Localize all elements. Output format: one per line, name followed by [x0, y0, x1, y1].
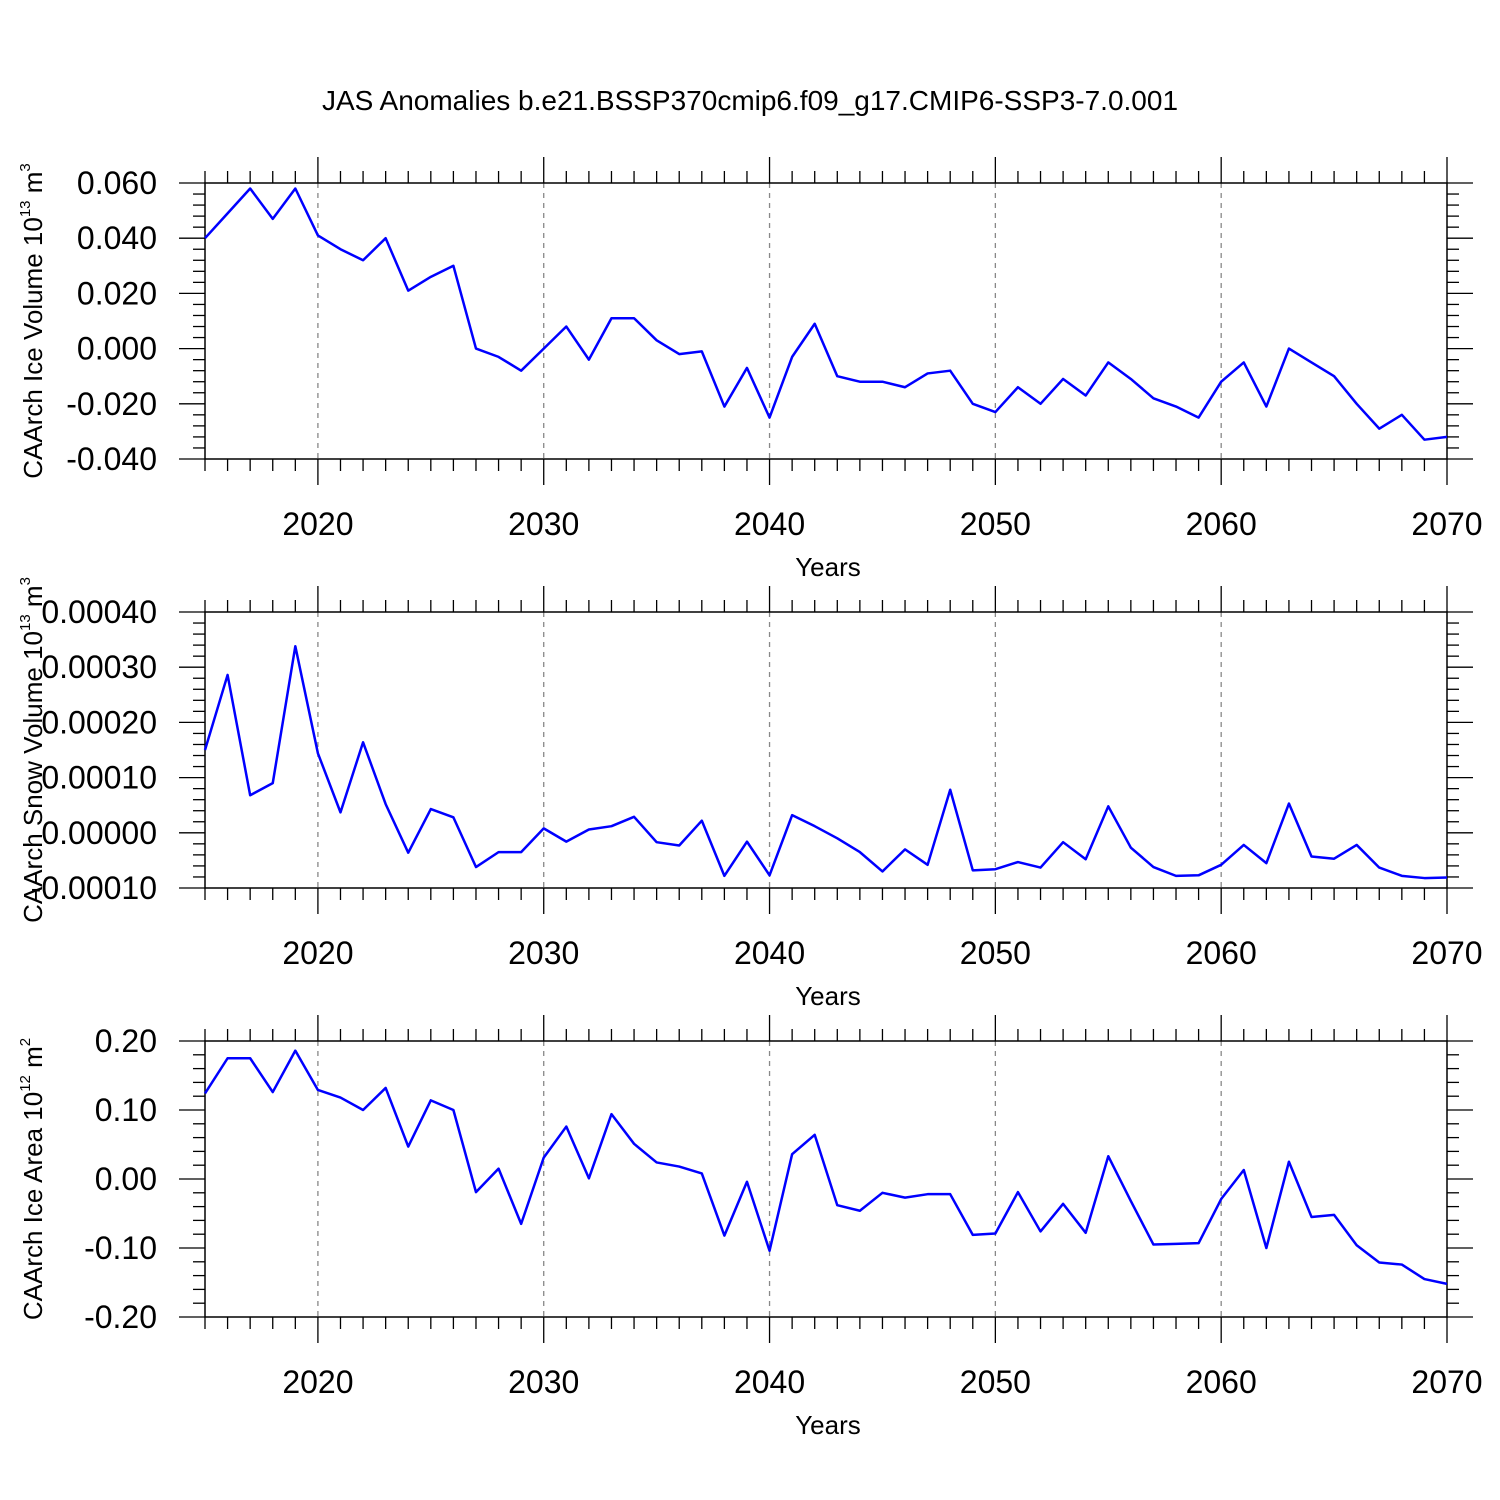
y-axis-label: CAArch Ice Volume 1013 m3: [17, 163, 48, 479]
y-axis-label-exponent: 12: [17, 1075, 34, 1092]
y-tick-label: 0.00030: [41, 649, 157, 685]
y-tick-label: 0.00000: [41, 815, 157, 851]
y-axis-label-unit: m: [18, 172, 48, 201]
y-tick-label: -0.00010: [31, 870, 157, 906]
x-tick-label-2060: 2060: [1186, 506, 1257, 542]
y-axis-label-unit-exponent: 2: [17, 1038, 34, 1046]
y-axis-label-unit: m: [18, 585, 48, 614]
series-line: [204, 187, 1448, 441]
y-axis-label-unit-exponent: 3: [17, 163, 34, 171]
y-axis-label-exponent: 13: [17, 200, 34, 217]
chart-panel-2: 2020 2030 2040 2050 2060 2070 -0.00010 0.00000 0…: [17, 577, 1483, 1011]
y-tick-label: 0.000: [77, 331, 157, 367]
x-tick-label-2070: 2070: [1411, 935, 1482, 971]
x-tick-label-2020: 2020: [282, 506, 353, 542]
x-tick-label-2050: 2050: [960, 935, 1031, 971]
y-axis-label-text: CAArch Ice Area 10: [18, 1092, 48, 1320]
y-axis-label-unit-exponent: 3: [17, 577, 34, 585]
y-tick-label: 0.00040: [41, 594, 157, 630]
x-tick-label-2070: 2070: [1411, 1364, 1482, 1400]
y-axis-label-unit: m: [18, 1046, 48, 1075]
y-axis-label-text: CAArch Snow Volume 10: [18, 631, 48, 923]
x-tick-label-2070: 2070: [1411, 506, 1482, 542]
y-tick-label: 0.00: [95, 1161, 157, 1197]
y-tick-label: 0.020: [77, 275, 157, 311]
y-axis-label: CAArch Snow Volume 1013 m3: [17, 577, 48, 923]
x-axis-label: Years: [795, 981, 861, 1011]
x-tick-label-2020: 2020: [282, 1364, 353, 1400]
x-tick-label-2040: 2040: [734, 1364, 805, 1400]
series-line: [203, 644, 1448, 880]
x-tick-label-2060: 2060: [1186, 1364, 1257, 1400]
x-tick-label-2060: 2060: [1186, 935, 1257, 971]
y-axis-label: CAArch Ice Area 1012 m2: [17, 1038, 48, 1320]
figure-title: JAS Anomalies b.e21.BSSP370cmip6.f09_g17…: [322, 85, 1178, 116]
x-tick-label-2030: 2030: [508, 1364, 579, 1400]
series-line: [203, 1049, 1448, 1286]
panels: 2020 2030 2040 2050 2060 2070 -0.040 -0.020 0.00…: [17, 157, 1483, 1440]
x-tick-label-2030: 2030: [508, 935, 579, 971]
y-axis-label-exponent: 13: [17, 614, 34, 631]
y-tick-label: 0.10: [95, 1092, 157, 1128]
y-tick-label: 0.040: [77, 220, 157, 256]
plot-frame: [204, 182, 1448, 460]
x-tick-label-2050: 2050: [960, 1364, 1031, 1400]
x-tick-label-2040: 2040: [734, 935, 805, 971]
x-tick-label-2030: 2030: [508, 506, 579, 542]
y-tick-label: -0.020: [66, 386, 157, 422]
y-tick-label: -0.10: [84, 1230, 157, 1266]
y-tick-label: -0.20: [84, 1299, 157, 1335]
chart-panel-3: 2020 2030 2040 2050 2060 2070 -0.20 -0.10 0.00 0.…: [17, 1015, 1483, 1440]
x-axis-label: Years: [795, 552, 861, 582]
y-axis-label-text: CAArch Ice Volume 10: [18, 217, 48, 479]
y-tick-label: -0.040: [66, 441, 157, 477]
x-axis-label: Years: [795, 1410, 861, 1440]
y-tick-label: 0.060: [77, 165, 157, 201]
y-tick-label: 0.20: [95, 1023, 157, 1059]
y-tick-label: 0.00020: [41, 704, 157, 740]
chart-panel-1: 2020 2030 2040 2050 2060 2070 -0.040 -0.020 0.00…: [17, 157, 1483, 582]
y-tick-label: 0.00010: [41, 760, 157, 796]
x-tick-label-2050: 2050: [960, 506, 1031, 542]
x-tick-label-2020: 2020: [282, 935, 353, 971]
x-tick-label-2040: 2040: [734, 506, 805, 542]
